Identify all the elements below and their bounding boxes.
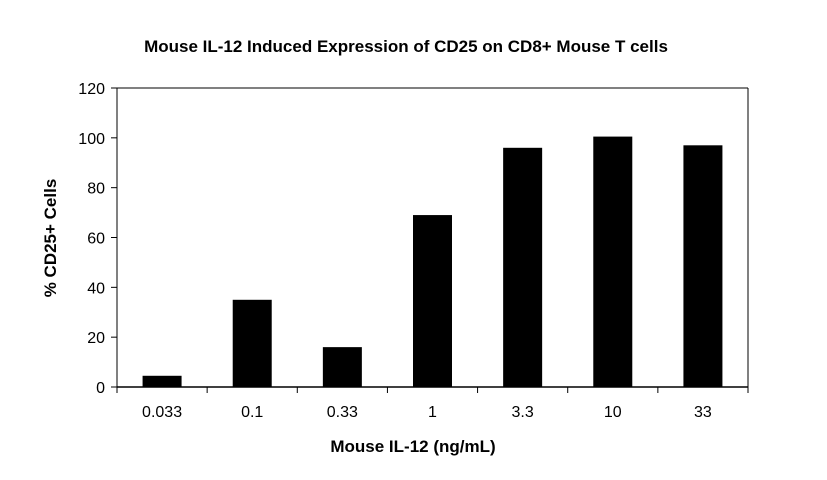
plot-area: 0 20 40 60 80 100 120 0.033 0.1 0.33 1 3.3 10 33	[78, 81, 749, 421]
y-tick-label: 40	[87, 280, 105, 297]
y-tick-label: 100	[78, 131, 105, 148]
y-tick-label: 60	[87, 231, 105, 248]
x-tick-label: 0.033	[142, 404, 182, 421]
x-tick-label: 0.1	[241, 404, 263, 421]
y-tick-label: 120	[78, 81, 105, 98]
x-tick-label: 0.33	[327, 404, 358, 421]
x-tick-label: 33	[694, 404, 712, 421]
x-tick-label: 10	[604, 404, 622, 421]
bar	[503, 147, 543, 387]
x-axis-label: Mouse IL-12 (ng/mL)	[330, 437, 495, 456]
y-tick-label: 0	[96, 380, 105, 397]
bar	[683, 145, 723, 387]
bar	[413, 215, 452, 387]
bar	[142, 375, 182, 387]
bar	[322, 347, 362, 387]
chart-title: Mouse IL-12 Induced Expression of CD25 o…	[144, 37, 668, 56]
bar	[593, 136, 633, 387]
x-tick-label: 1	[428, 404, 437, 421]
y-tick-label: 20	[87, 330, 105, 347]
bar	[232, 299, 272, 387]
x-tick-label: 3.3	[512, 404, 534, 421]
y-tick-label: 80	[87, 181, 105, 198]
y-axis-label: % CD25+ Cells	[41, 179, 60, 298]
